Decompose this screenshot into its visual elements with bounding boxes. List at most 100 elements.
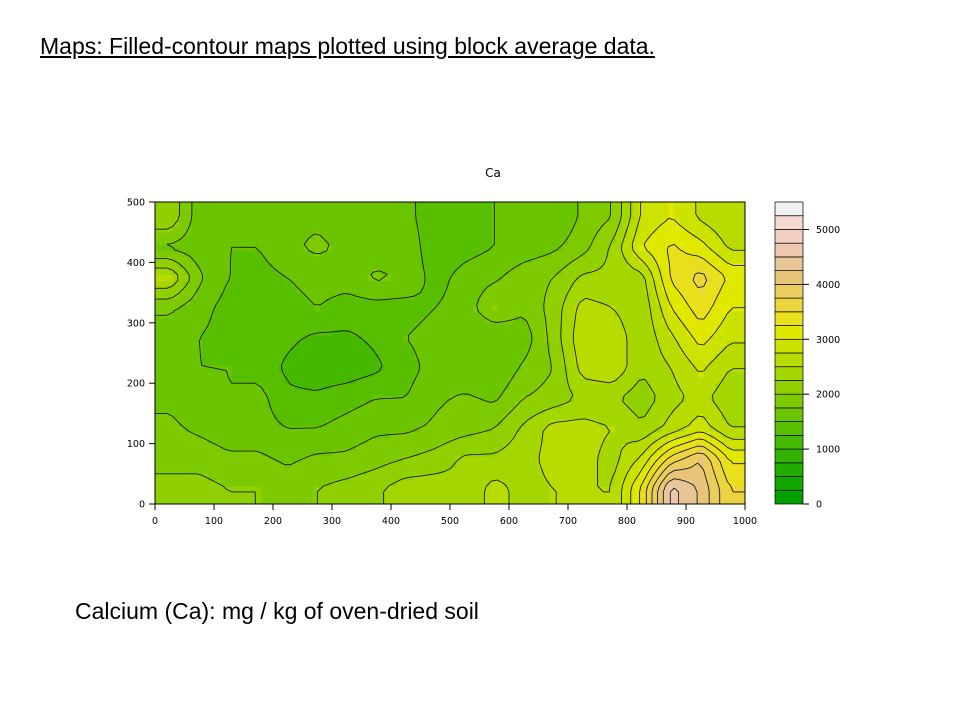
field-cell	[290, 202, 298, 209]
field-cell	[544, 491, 551, 499]
field-cell	[656, 365, 663, 372]
field-cell	[656, 340, 663, 348]
field-cell	[367, 226, 374, 233]
field-cell	[267, 226, 274, 233]
field-cell	[479, 256, 486, 263]
field-cell	[267, 244, 274, 251]
field-cell	[172, 214, 180, 221]
field-cell	[615, 497, 622, 504]
field-cell	[597, 226, 604, 233]
field-cell	[320, 461, 327, 469]
field-cell	[314, 280, 321, 288]
field-cell	[697, 316, 705, 324]
field-cell	[609, 371, 616, 378]
field-cell	[155, 304, 162, 312]
field-cell	[184, 274, 191, 282]
field-cell	[709, 232, 717, 239]
field-cell	[479, 304, 486, 312]
field-cell	[485, 353, 492, 360]
field-cell	[160, 340, 168, 348]
field-cell	[733, 346, 740, 354]
field-cell	[485, 473, 492, 481]
field-cell	[509, 359, 516, 366]
field-cell	[249, 353, 256, 360]
field-cell	[568, 497, 575, 504]
field-cell	[485, 310, 492, 318]
field-cell	[391, 298, 398, 306]
field-cell	[249, 395, 256, 402]
field-cell	[332, 202, 339, 209]
field-cell	[632, 395, 640, 402]
field-cell	[674, 322, 681, 330]
field-cell	[414, 455, 422, 463]
field-cell	[497, 437, 504, 445]
field-cell	[450, 479, 457, 487]
field-cell	[556, 377, 563, 384]
field-cell	[497, 359, 504, 366]
field-cell	[615, 407, 622, 414]
field-cell	[432, 473, 439, 481]
field-cell	[573, 322, 581, 330]
field-cell	[178, 220, 186, 227]
field-cell	[231, 262, 239, 270]
field-cell	[219, 346, 227, 354]
field-cell	[709, 389, 717, 396]
field-cell	[432, 328, 439, 336]
field-cell	[491, 389, 498, 396]
field-cell	[208, 304, 215, 312]
field-cell	[573, 274, 581, 282]
field-cell	[438, 340, 445, 348]
field-cell	[278, 377, 286, 384]
field-cell	[491, 467, 498, 475]
field-cell	[408, 244, 416, 251]
field-cell	[461, 250, 469, 257]
field-cell	[703, 353, 711, 360]
field-cell	[438, 485, 445, 493]
field-cell	[367, 479, 374, 487]
field-cell	[208, 497, 215, 504]
field-cell	[709, 208, 717, 215]
field-cell	[680, 401, 687, 408]
field-cell	[509, 473, 516, 481]
field-cell	[379, 208, 386, 215]
field-cell	[243, 316, 250, 324]
field-cell	[302, 359, 309, 366]
field-cell	[273, 413, 280, 421]
field-cell	[326, 208, 333, 215]
field-cell	[503, 419, 510, 427]
field-cell	[621, 497, 628, 504]
field-cell	[296, 485, 304, 493]
field-cell	[479, 244, 486, 251]
field-cell	[609, 322, 616, 330]
field-cell	[231, 389, 239, 396]
field-cell	[538, 449, 545, 457]
field-cell	[709, 401, 717, 408]
field-cell	[579, 437, 587, 445]
field-cell	[532, 443, 540, 451]
field-cell	[691, 479, 699, 487]
field-cell	[337, 214, 345, 221]
field-cell	[367, 334, 374, 342]
field-cell	[172, 473, 180, 481]
field-cell	[396, 431, 404, 439]
field-cell	[278, 497, 286, 504]
field-cell	[225, 365, 233, 372]
field-cell	[178, 395, 186, 402]
field-cell	[290, 437, 298, 445]
field-cell	[225, 353, 233, 360]
field-cell	[414, 389, 422, 396]
field-cell	[402, 316, 410, 324]
field-cell	[479, 401, 486, 408]
field-cell	[656, 383, 663, 390]
field-cell	[733, 238, 740, 245]
field-cell	[450, 467, 457, 475]
field-cell	[709, 413, 717, 421]
field-cell	[503, 304, 510, 312]
field-cell	[332, 256, 339, 263]
field-cell	[237, 310, 245, 318]
field-cell	[255, 256, 262, 263]
field-cell	[497, 238, 504, 245]
field-cell	[450, 274, 457, 282]
field-cell	[408, 292, 416, 300]
field-cell	[662, 431, 669, 439]
